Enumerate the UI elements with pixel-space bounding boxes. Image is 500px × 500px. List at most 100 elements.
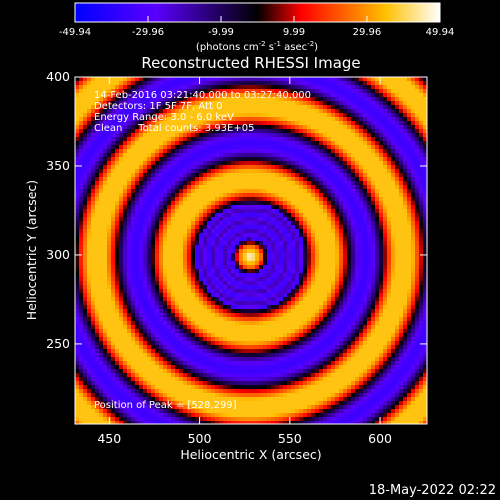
heatmap-cell bbox=[379, 297, 384, 302]
heatmap-cell bbox=[407, 129, 412, 134]
heatmap-cell bbox=[323, 177, 328, 182]
heatmap-cell bbox=[247, 257, 252, 262]
heatmap-cell bbox=[311, 77, 316, 82]
heatmap-cell bbox=[107, 133, 112, 138]
heatmap-cell bbox=[399, 213, 404, 218]
heatmap-cell bbox=[227, 153, 232, 158]
heatmap-cell bbox=[267, 129, 272, 134]
heatmap-cell bbox=[243, 193, 248, 198]
heatmap-cell bbox=[383, 193, 388, 198]
heatmap-cell bbox=[107, 85, 112, 90]
heatmap-cell bbox=[111, 81, 116, 86]
heatmap-cell bbox=[315, 237, 320, 242]
heatmap-cell bbox=[407, 185, 412, 190]
heatmap-cell bbox=[259, 129, 264, 134]
heatmap-cell bbox=[279, 265, 284, 270]
heatmap-cell bbox=[211, 249, 216, 254]
heatmap-cell bbox=[87, 133, 92, 138]
heatmap-cell bbox=[411, 113, 416, 118]
heatmap-cell bbox=[379, 125, 384, 130]
heatmap-cell bbox=[415, 101, 420, 106]
heatmap-cell bbox=[139, 269, 144, 274]
heatmap-cell bbox=[367, 101, 372, 106]
heatmap-cell bbox=[183, 177, 188, 182]
heatmap-cell bbox=[99, 257, 104, 262]
heatmap-cell bbox=[339, 217, 344, 222]
heatmap-cell bbox=[315, 245, 320, 250]
heatmap-cell bbox=[115, 133, 120, 138]
heatmap-cell bbox=[127, 141, 132, 146]
heatmap-cell bbox=[311, 141, 316, 146]
heatmap-cell bbox=[75, 289, 80, 294]
heatmap-cell bbox=[95, 289, 100, 294]
heatmap-cell bbox=[323, 157, 328, 162]
heatmap-cell bbox=[315, 149, 320, 154]
heatmap-cell bbox=[339, 105, 344, 110]
heatmap-cell bbox=[363, 209, 368, 214]
heatmap-cell bbox=[415, 293, 420, 298]
heatmap-cell bbox=[83, 129, 88, 134]
heatmap-cell bbox=[327, 129, 332, 134]
heatmap-cell bbox=[243, 153, 248, 158]
heatmap-cell bbox=[283, 205, 288, 210]
heatmap-cell bbox=[127, 157, 132, 162]
heatmap-cell bbox=[107, 209, 112, 214]
heatmap-cell bbox=[235, 273, 240, 278]
heatmap-cell bbox=[107, 225, 112, 230]
heatmap-cell bbox=[283, 145, 288, 150]
heatmap-cell bbox=[367, 205, 372, 210]
heatmap-cell bbox=[391, 149, 396, 154]
heatmap-cell bbox=[95, 201, 100, 206]
heatmap-cell bbox=[139, 209, 144, 214]
heatmap-cell bbox=[103, 261, 108, 266]
heatmap-cell bbox=[263, 285, 268, 290]
heatmap-cell bbox=[387, 289, 392, 294]
heatmap-cell bbox=[127, 273, 132, 278]
heatmap-cell bbox=[87, 117, 92, 122]
heatmap-cell bbox=[267, 225, 272, 230]
heatmap-cell bbox=[83, 125, 88, 130]
heatmap-cell bbox=[359, 149, 364, 154]
heatmap-cell bbox=[99, 105, 104, 110]
heatmap-cell bbox=[419, 105, 424, 110]
heatmap-cell bbox=[287, 289, 292, 294]
heatmap-cell bbox=[231, 253, 236, 258]
heatmap-cell bbox=[315, 97, 320, 102]
heatmap-cell bbox=[215, 197, 220, 202]
heatmap-cell bbox=[111, 189, 116, 194]
heatmap-cell bbox=[143, 205, 148, 210]
heatmap-cell bbox=[191, 89, 196, 94]
heatmap-cell bbox=[175, 265, 180, 270]
heatmap-cell bbox=[139, 105, 144, 110]
heatmap-cell bbox=[395, 229, 400, 234]
heatmap-cell bbox=[79, 161, 84, 166]
heatmap-cell bbox=[411, 273, 416, 278]
heatmap-cell bbox=[123, 217, 128, 222]
heatmap-cell bbox=[203, 293, 208, 298]
heatmap-cell bbox=[151, 225, 156, 230]
heatmap-cell bbox=[399, 225, 404, 230]
heatmap-cell bbox=[403, 93, 408, 98]
heatmap-cell bbox=[283, 217, 288, 222]
heatmap-cell bbox=[315, 121, 320, 126]
heatmap-cell bbox=[423, 197, 427, 202]
heatmap-cell bbox=[115, 249, 120, 254]
heatmap-cell bbox=[371, 237, 376, 242]
heatmap-cell bbox=[139, 157, 144, 162]
heatmap-cell bbox=[87, 189, 92, 194]
heatmap-cell bbox=[199, 193, 204, 198]
heatmap-cell bbox=[175, 105, 180, 110]
heatmap-cell bbox=[215, 153, 220, 158]
heatmap-cell bbox=[343, 77, 348, 82]
heatmap-cell bbox=[415, 209, 420, 214]
heatmap-cell bbox=[283, 249, 288, 254]
heatmap-cell bbox=[423, 201, 427, 206]
heatmap-cell bbox=[363, 289, 368, 294]
heatmap-cell bbox=[387, 137, 392, 142]
heatmap-cell bbox=[399, 141, 404, 146]
heatmap-cell bbox=[359, 205, 364, 210]
heatmap-cell bbox=[423, 149, 427, 154]
heatmap-cell bbox=[359, 117, 364, 122]
heatmap-cell bbox=[243, 177, 248, 182]
heatmap-cell bbox=[143, 253, 148, 258]
